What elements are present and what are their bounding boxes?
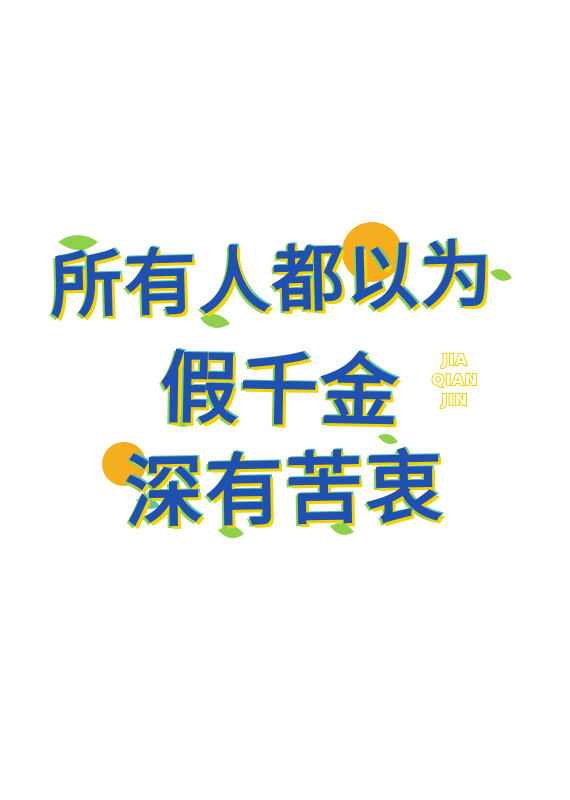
leaf-blob-4 — [168, 415, 194, 427]
leaf-blob-8 — [378, 434, 398, 444]
title-line-3: 深有苦衷 — [124, 443, 446, 539]
pinyin-line-2: QIAN — [431, 370, 479, 390]
leaf-blob-3 — [490, 269, 512, 281]
leaf-blob-1 — [58, 235, 98, 250]
leaf-blob-5 — [218, 525, 244, 539]
leaf-blob-2 — [200, 314, 230, 328]
sun-circle-left — [102, 442, 146, 486]
pinyin-block: JIA QIAN JIN — [415, 350, 495, 410]
title-line-1: 所有人都以为 — [48, 232, 496, 328]
leaf-blob-6 — [330, 523, 354, 535]
sun-circle-top — [342, 222, 402, 282]
leaf-blob-7 — [136, 497, 160, 509]
title-line-2: 假千金 — [159, 343, 401, 439]
pinyin-line-3: JIN — [441, 390, 469, 410]
pinyin-line-1: JIA — [441, 350, 468, 370]
